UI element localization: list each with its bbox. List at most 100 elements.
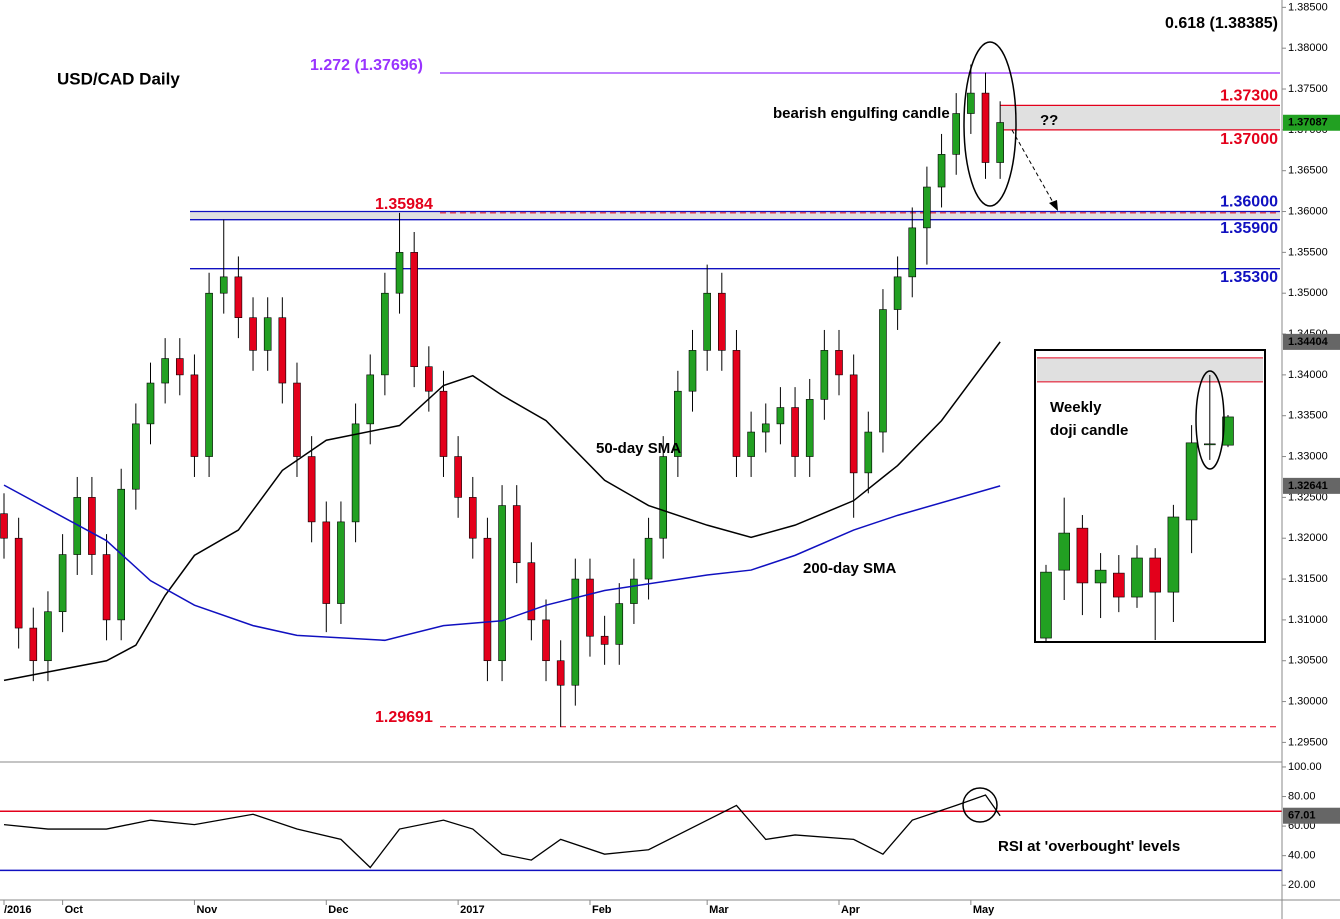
- y-tick-label: 1.38000: [1288, 42, 1328, 54]
- candle-body: [732, 350, 741, 457]
- back-layer: [190, 72, 1280, 728]
- y-tick-label: 1.31000: [1288, 614, 1328, 626]
- x-tick-label: Nov: [196, 904, 218, 916]
- candle-body: [293, 382, 301, 457]
- zone: [1000, 105, 1280, 130]
- candle-body: [1222, 416, 1234, 446]
- candle-body: [1204, 443, 1216, 446]
- inset: Weekly doji candle: [1034, 349, 1266, 643]
- candle-body: [776, 407, 785, 425]
- candle-body: [1131, 557, 1143, 598]
- candle-body: [820, 350, 829, 400]
- candle-body: [1076, 527, 1089, 584]
- candle-body: [88, 497, 96, 555]
- candle-body: [0, 513, 8, 539]
- inset-label: doji candle: [1050, 422, 1128, 439]
- candle-body: [542, 619, 550, 662]
- candle-body: [703, 292, 711, 351]
- candle-body: [58, 554, 67, 613]
- candle-body: [439, 390, 448, 457]
- candle-body: [102, 554, 111, 621]
- zone: [190, 211, 1280, 220]
- candle-body: [1058, 532, 1070, 571]
- x-tick-label: May: [973, 904, 995, 916]
- candle-body: [132, 423, 140, 490]
- price-tag-label: 1.37087: [1288, 117, 1328, 129]
- level-label: 1.29691: [375, 709, 433, 726]
- candle-body: [600, 635, 609, 645]
- x-tick-label: Feb: [592, 904, 612, 916]
- sma-line: [3, 341, 1001, 682]
- price-tag: [1283, 477, 1340, 494]
- annotation: bearish engulfing candle: [773, 105, 950, 122]
- y-tick-label: 1.36000: [1288, 205, 1328, 217]
- candle-body: [571, 578, 580, 686]
- candle-body: [747, 431, 755, 457]
- rsi-circle: [962, 787, 998, 823]
- level-label: 1.35300: [1220, 269, 1278, 286]
- candle-body: [425, 366, 433, 392]
- candle-body: [791, 407, 799, 457]
- level-label: 1.37300: [1220, 88, 1278, 105]
- candle-body: [234, 276, 243, 319]
- x-tick-label: Apr: [841, 904, 861, 916]
- candle-body: [512, 505, 521, 564]
- rsi-label: RSI at 'overbought' levels: [998, 838, 1180, 855]
- candle-body: [278, 317, 287, 384]
- candle-body: [205, 292, 213, 457]
- candle-body: [1113, 572, 1125, 598]
- candle-body: [615, 603, 624, 645]
- inset-zone: [1037, 357, 1263, 382]
- sma-label: 50-day SMA: [596, 440, 681, 457]
- rsi-line: [3, 794, 1001, 869]
- chart-title: USD/CAD Daily: [57, 69, 180, 88]
- price-tag: [1283, 114, 1340, 131]
- sma-line: [3, 484, 1001, 642]
- candle-body: [1149, 557, 1161, 593]
- level-label: 1.36000: [1220, 194, 1278, 211]
- candle-body: [981, 92, 990, 163]
- candle-body: [761, 423, 770, 433]
- candle-body: [351, 423, 360, 523]
- y-tick-label: 1.30500: [1288, 655, 1328, 667]
- candle-body: [410, 252, 418, 368]
- level-label: 1.35984: [375, 196, 433, 213]
- candle-body: [395, 252, 404, 294]
- inset-label: Weekly: [1050, 399, 1102, 416]
- candle-body: [146, 382, 155, 425]
- price-tag-label: 1.34404: [1288, 336, 1329, 348]
- candle-body: [1185, 442, 1198, 521]
- sma-label: 200-day SMA: [803, 560, 897, 577]
- candle-body: [835, 350, 843, 376]
- level-label: 1.37000: [1220, 131, 1278, 148]
- candle-body: [849, 374, 858, 474]
- y-tick-label: 1.36500: [1288, 165, 1328, 177]
- y-tick-label: 1.33000: [1288, 450, 1328, 462]
- candle-body: [337, 521, 345, 604]
- rsi-tick-label: 100.00: [1288, 761, 1322, 773]
- candle-body: [893, 276, 902, 310]
- y-tick-label: 1.37500: [1288, 83, 1328, 95]
- candle-body: [161, 358, 169, 384]
- x-tick-label: Dec: [328, 904, 348, 916]
- candle-body: [630, 578, 638, 604]
- rsi-tick-label: 40.00: [1288, 850, 1316, 862]
- level-label: 1.272 (1.37696): [310, 57, 423, 74]
- candle-body: [1167, 516, 1180, 593]
- rsi-tick-label: 20.00: [1288, 879, 1316, 891]
- candle-body: [923, 186, 931, 229]
- arrow: [1011, 129, 1055, 205]
- candle-body: [322, 521, 331, 604]
- rsi-tick-label: 80.00: [1288, 790, 1316, 802]
- candle-body: [864, 431, 873, 474]
- candle-body: [190, 374, 199, 457]
- candle-body: [249, 317, 257, 351]
- x-tick-label: /2016: [4, 904, 32, 916]
- candle-body: [674, 390, 682, 457]
- y-tick-label: 1.35000: [1288, 287, 1328, 299]
- inset-ellipse: [1195, 370, 1225, 470]
- y-tick-label: 1.33500: [1288, 410, 1328, 422]
- x-tick-label: 2017: [460, 904, 484, 916]
